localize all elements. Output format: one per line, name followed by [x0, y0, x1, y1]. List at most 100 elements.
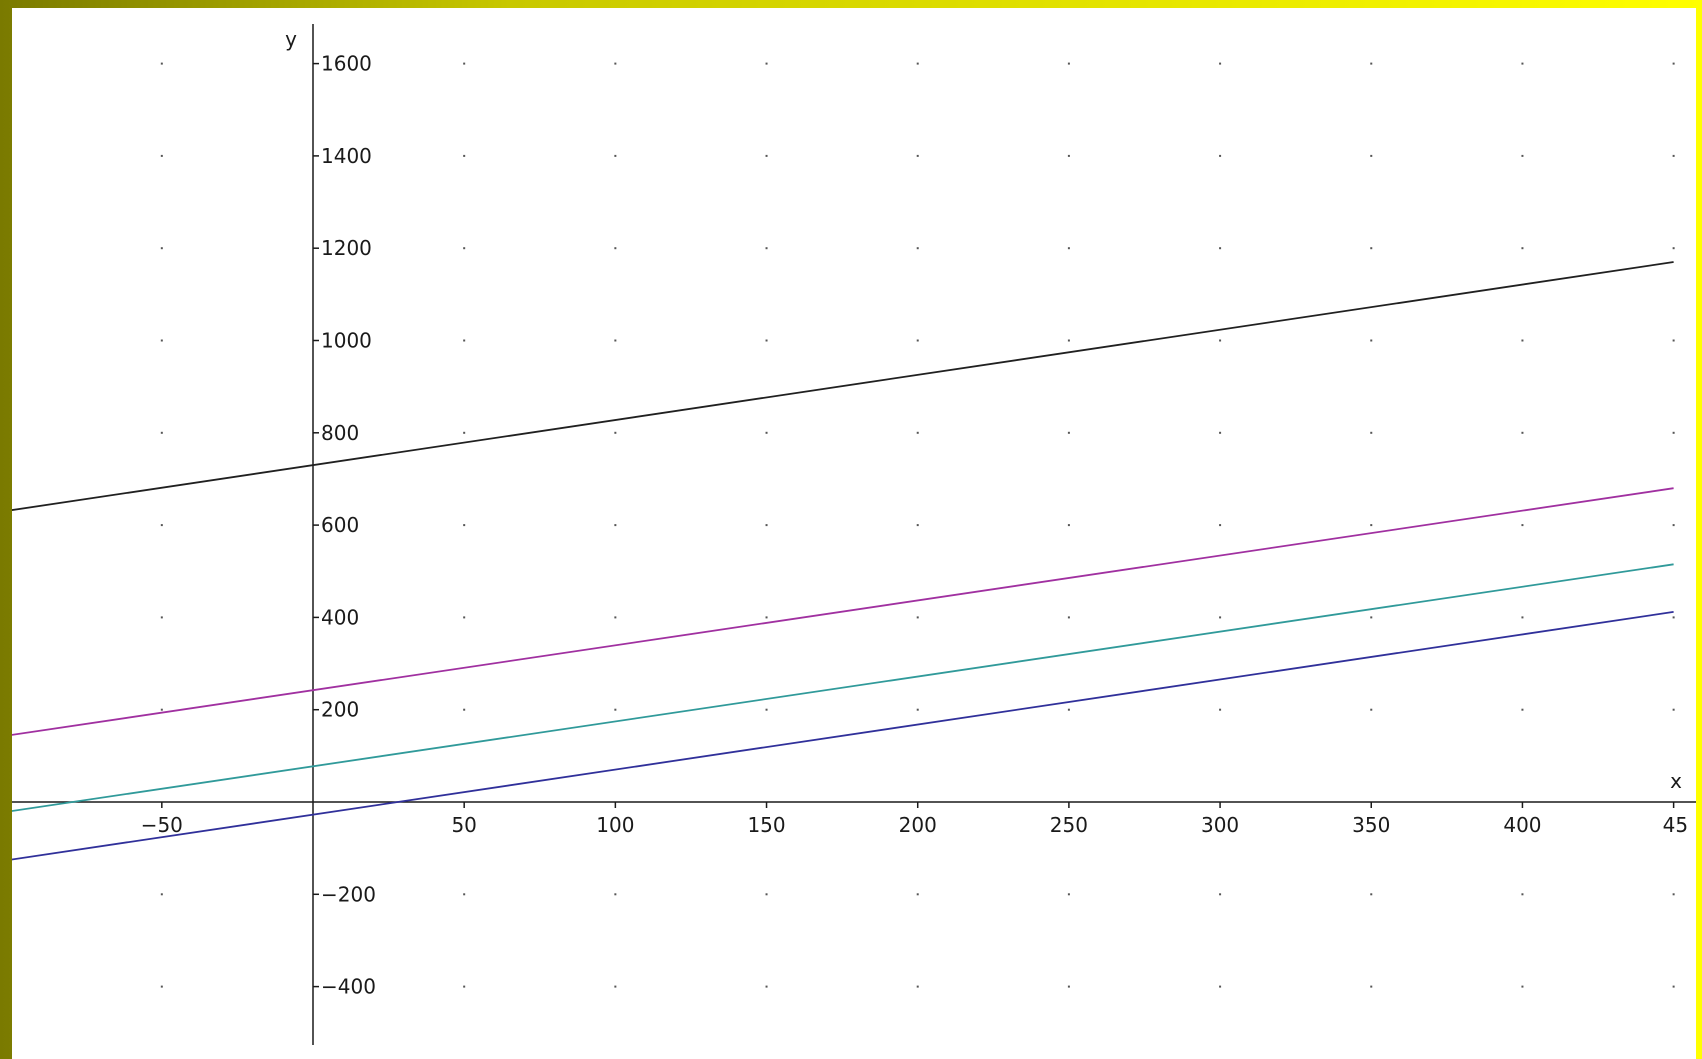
grid-dot	[916, 339, 919, 342]
grid-dot	[160, 524, 163, 527]
grid-dot	[614, 708, 617, 711]
grid-dot	[1370, 985, 1373, 988]
y-tick-label: 800	[321, 421, 359, 445]
grid-dot	[916, 431, 919, 434]
grid-dot	[1067, 154, 1070, 157]
grid-dot	[614, 893, 617, 896]
grid-dot	[1370, 524, 1373, 527]
y-tick-label: −200	[321, 882, 376, 906]
grid-dot	[765, 431, 768, 434]
grid-dot	[765, 247, 768, 250]
grid-dot	[463, 708, 466, 711]
grid-dot	[1521, 708, 1524, 711]
grid-dot	[916, 708, 919, 711]
grid-dot	[1370, 62, 1373, 65]
grid-dot	[1370, 247, 1373, 250]
x-tick-label: 250	[1050, 813, 1088, 837]
y-axis-label: y	[285, 27, 297, 51]
grid-dot	[1370, 708, 1373, 711]
grid-dot	[614, 154, 617, 157]
grid-dot	[614, 616, 617, 619]
grid-dot	[160, 616, 163, 619]
grid-dot	[463, 62, 466, 65]
grid-dot	[1521, 62, 1524, 65]
grid-dot	[1219, 247, 1222, 250]
grid-dot	[916, 893, 919, 896]
y-tick-label: 1600	[321, 52, 372, 76]
grid-dot	[160, 708, 163, 711]
grid-dot	[765, 708, 768, 711]
grid-dot	[160, 893, 163, 896]
grid-dot	[765, 62, 768, 65]
grid-dot	[765, 524, 768, 527]
series-line-1	[12, 261, 1674, 512]
x-tick-label: 200	[899, 813, 937, 837]
grid-dot	[463, 893, 466, 896]
grid-dot	[1219, 62, 1222, 65]
grid-dot	[1672, 247, 1675, 250]
grid-dot	[463, 431, 466, 434]
grid-dot	[916, 154, 919, 157]
line-chart: −50 50 100 150 200 250 300 350 400 45 −400 −200 200 4…	[12, 24, 1696, 1045]
series-line-3	[12, 563, 1674, 812]
grid-dot	[1067, 524, 1070, 527]
y-tick-label: 200	[321, 698, 359, 722]
grid-dot	[1219, 431, 1222, 434]
grid-dot	[1219, 985, 1222, 988]
x-tick-label: 300	[1201, 813, 1239, 837]
grid-dot	[1672, 431, 1675, 434]
grid-dot	[1672, 985, 1675, 988]
grid-dot	[1672, 154, 1675, 157]
grid-dot	[916, 616, 919, 619]
grid-dot	[1672, 339, 1675, 342]
grid-dot	[463, 154, 466, 157]
grid-dot	[463, 616, 466, 619]
grid-dot	[1067, 431, 1070, 434]
y-tick-label: 1000	[321, 329, 372, 353]
x-tick-label: −50	[141, 813, 183, 837]
grid-dot	[1521, 247, 1524, 250]
grid-dot	[160, 339, 163, 342]
series-line-4	[12, 611, 1674, 861]
grid-dot	[1521, 339, 1524, 342]
grid-dot	[1521, 893, 1524, 896]
grid-dot	[916, 524, 919, 527]
tick-labels: −50 50 100 150 200 250 300 350 400 45 −400 −200 200 4…	[141, 27, 1688, 999]
grid-dot	[160, 985, 163, 988]
grid-dot	[765, 616, 768, 619]
x-tick-label: 50	[451, 813, 476, 837]
grid-dot	[765, 985, 768, 988]
grid-dot	[160, 431, 163, 434]
grid-dot	[1219, 616, 1222, 619]
grid-dot	[1370, 616, 1373, 619]
grid-dot	[1521, 154, 1524, 157]
grid-dot	[1672, 893, 1675, 896]
x-tick-label: 100	[596, 813, 634, 837]
grid-dot	[614, 431, 617, 434]
grid-dot	[1067, 247, 1070, 250]
y-tick-label: 1400	[321, 144, 372, 168]
grid-dot	[614, 62, 617, 65]
grid-dot	[765, 339, 768, 342]
grid-dot	[916, 247, 919, 250]
grid-dot	[1521, 985, 1524, 988]
grid-dot	[1672, 524, 1675, 527]
series-lines	[12, 261, 1674, 861]
grid-dot	[1067, 708, 1070, 711]
grid-dot	[1672, 708, 1675, 711]
grid-dot	[1067, 985, 1070, 988]
grid-dot	[614, 985, 617, 988]
grid-dot	[614, 247, 617, 250]
grid-dot	[1067, 893, 1070, 896]
grid-dot	[463, 524, 466, 527]
grid-dot	[160, 62, 163, 65]
grid-dot	[1672, 62, 1675, 65]
y-tick-label: 1200	[321, 236, 372, 260]
grid-dot	[1219, 708, 1222, 711]
grid-dot	[1067, 62, 1070, 65]
grid-dot	[1672, 616, 1675, 619]
grid-dot	[160, 154, 163, 157]
grid-dot	[463, 339, 466, 342]
grid-dot	[614, 339, 617, 342]
grid-dot	[160, 247, 163, 250]
